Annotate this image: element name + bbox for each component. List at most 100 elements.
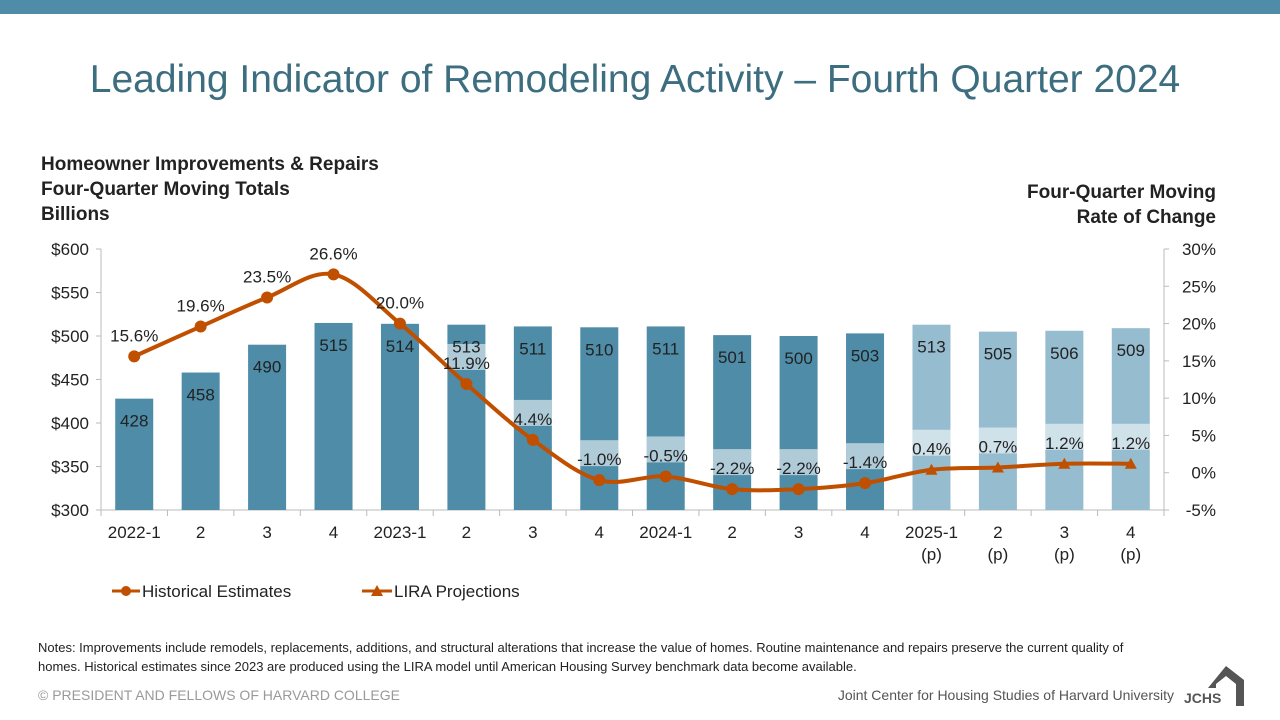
legend-historical-label: Historical Estimates [142, 582, 291, 601]
right-tick-label: -5% [1186, 501, 1216, 520]
rate-value-label: 0.7% [979, 437, 1018, 456]
rate-value-label: 19.6% [177, 297, 225, 316]
rate-label-background [580, 440, 619, 467]
rate-label-background [978, 427, 1017, 454]
copyright: © PRESIDENT AND FELLOWS OF HARVARD COLLE… [38, 687, 400, 703]
legend-historical-marker [121, 586, 131, 596]
projection-bar [912, 324, 951, 510]
historical-bar [380, 323, 419, 510]
rate-line [133, 271, 1131, 493]
rate-label-background [447, 343, 486, 370]
rate-value-label: 20.0% [376, 294, 424, 313]
x-tick-label: 3 [794, 523, 803, 542]
historical-bar [181, 372, 220, 510]
page-title: Leading Indicator of Remodeling Activity… [89, 58, 1181, 101]
rate-value-label: -2.2% [710, 459, 754, 478]
rate-value-label: 1.2% [1111, 434, 1150, 453]
bar-value-label: 513 [917, 338, 945, 357]
bar-value-label: 503 [851, 346, 879, 365]
right-tick-label: 30% [1182, 240, 1216, 259]
bar-value-label: 506 [1050, 344, 1078, 363]
x-tick-label: 4 [329, 523, 338, 542]
historical-marker [593, 474, 606, 487]
right-tick-label: 10% [1182, 389, 1216, 408]
x-tick-label: (p) [1120, 545, 1141, 564]
historical-marker [327, 268, 340, 281]
historical-marker [792, 483, 805, 496]
historical-bar [248, 344, 287, 510]
x-tick-label: 2023-1 [374, 523, 427, 542]
bar-value-label: 515 [319, 336, 347, 355]
left-tick-label: $450 [51, 371, 89, 390]
projection-bar [1111, 328, 1150, 510]
x-tick-label: 2 [462, 523, 471, 542]
historical-marker [526, 433, 539, 446]
left-tick-label: $600 [51, 240, 89, 259]
rate-value-label: -0.5% [644, 446, 688, 465]
x-tick-label: 2024-1 [639, 523, 692, 542]
historical-marker [659, 470, 672, 483]
historical-marker [393, 317, 406, 330]
left-axis-title-line: Billions [41, 204, 110, 225]
bar-value-label: 500 [784, 349, 812, 368]
bar-value-label: 510 [585, 340, 613, 359]
left-axis-title-line: Four-Quarter Moving Totals [41, 179, 290, 200]
left-tick-label: $400 [51, 414, 89, 433]
historical-marker [726, 483, 739, 496]
right-axis-title: Four-Quarter Moving Rate of Change [1027, 180, 1216, 230]
rate-value-label: 15.6% [110, 326, 158, 345]
x-tick-label: 2025-1 [905, 523, 958, 542]
rate-value-label: 1.2% [1045, 434, 1084, 453]
historical-marker [128, 350, 141, 363]
bar-value-label: 501 [718, 348, 746, 367]
x-tick-label: 2 [727, 523, 736, 542]
svg-text:JCHS: JCHS [1184, 690, 1221, 706]
left-tick-label: $550 [51, 284, 89, 303]
x-tick-label: 3 [528, 523, 537, 542]
x-tick-label: 4 [1126, 523, 1135, 542]
left-tick-label: $500 [51, 327, 89, 346]
historical-marker [859, 477, 872, 490]
projection-marker [925, 463, 938, 475]
bar-value-label: 458 [186, 386, 214, 405]
x-tick-label: 4 [860, 523, 869, 542]
left-axis-title: Homeowner Improvements & Repairs Four-Qu… [41, 152, 379, 227]
projection-marker [991, 461, 1004, 473]
x-tick-label: (p) [921, 545, 942, 564]
top-bar [0, 0, 1280, 14]
x-tick-label: 3 [262, 523, 271, 542]
historical-marker [460, 377, 473, 390]
jchs-logo: JCHS [1184, 666, 1244, 706]
projection-marker [1124, 457, 1137, 469]
bar-value-label: 490 [253, 358, 281, 377]
historical-bar [713, 335, 752, 510]
x-tick-label: (p) [1054, 545, 1075, 564]
rate-label-background [513, 399, 552, 426]
projection-bar [978, 331, 1017, 510]
historical-marker [261, 291, 274, 304]
rate-label-background [646, 436, 685, 463]
rate-label-background [846, 443, 885, 470]
bar-value-label: 511 [652, 339, 679, 358]
x-tick-label: 4 [595, 523, 604, 542]
rate-label-background [1045, 423, 1084, 450]
rate-value-label: 4.4% [513, 410, 552, 429]
bar-value-label: 505 [984, 345, 1012, 364]
rate-value-label: -1.0% [577, 450, 621, 469]
right-tick-label: 25% [1182, 277, 1216, 296]
rate-value-label: -1.4% [843, 453, 887, 472]
bar-value-label: 509 [1117, 341, 1145, 360]
bar-value-label: 428 [120, 412, 148, 431]
historical-bar [115, 398, 154, 510]
right-axis-title-line: Four-Quarter Moving [1027, 182, 1216, 203]
x-tick-label: 3 [1060, 523, 1069, 542]
right-tick-label: 0% [1191, 464, 1216, 483]
right-tick-label: 15% [1182, 352, 1216, 371]
x-tick-label: 2 [196, 523, 205, 542]
rate-value-label: 23.5% [243, 267, 291, 286]
x-tick-label: 2 [993, 523, 1002, 542]
bar-value-label: 511 [519, 339, 546, 358]
historical-marker [194, 320, 207, 333]
right-tick-label: 5% [1191, 426, 1216, 445]
